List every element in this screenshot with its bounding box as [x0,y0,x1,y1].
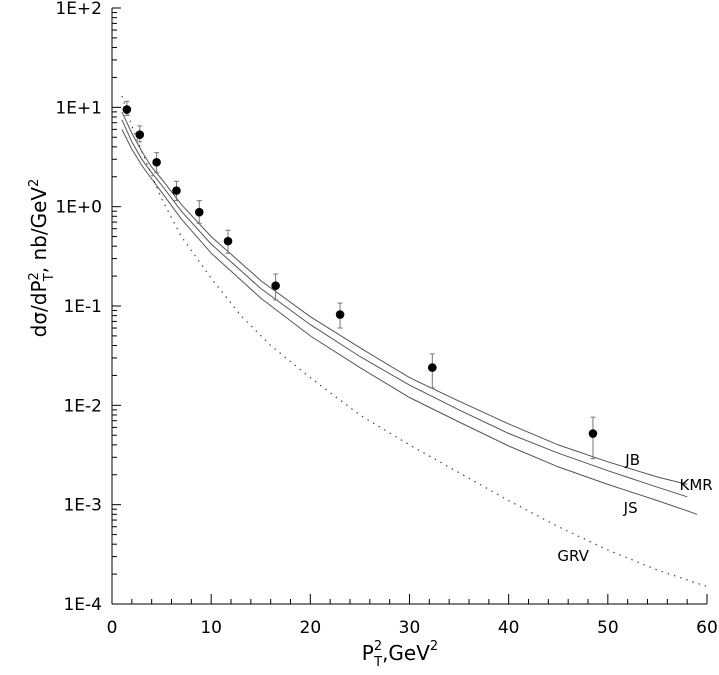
series-grv-line [121,95,708,588]
data-point [194,207,204,217]
curve-label-grv: GRV [557,547,589,565]
data-point [152,157,161,167]
data-point [135,130,145,140]
x-tick-label: 20 [300,618,322,638]
y-axis-title: dσ/dP2T, nb/GeV2 [27,179,57,338]
data-point [122,105,132,114]
x-tick-label: 0 [107,618,118,638]
series-kmr-line [121,119,688,498]
y-tick-label: 1E-3 [63,496,102,516]
y-tick-label: 1E+0 [55,198,102,218]
y-tick-label: 1E+2 [55,0,102,19]
curve-label-kmr: KMR [679,476,712,494]
curve-labels: JB KMR JS GRV [557,451,712,565]
y-tick-label: 1E-1 [63,297,102,317]
data-point [588,429,598,438]
data-point [172,186,181,195]
x-tick-label: 30 [399,618,421,638]
curves [121,95,708,588]
y-tick-label: 1E-2 [63,396,102,416]
data-points [122,100,598,460]
data-point [271,281,280,291]
series-jb-line [121,111,688,485]
y-tick-label: 1E-4 [63,595,102,615]
axes: 1E-4 1E-3 1E-2 1E-1 1E+0 1E+1 1E+2 0 10 20 30 40 50 6… [55,0,717,638]
x-tick-label: 50 [597,618,619,638]
data-point [428,363,437,372]
x-axis-title: P2 T,GeV2 [362,639,438,670]
x-tick-label: 40 [498,618,520,638]
series-js-line [121,129,698,515]
y-tick-label: 1E+1 [55,98,102,118]
curve-label-jb: JB [624,451,640,469]
x-tick-label: 10 [200,618,222,638]
x-tick-label: 60 [696,618,718,638]
data-point [223,236,233,246]
data-point [335,310,345,319]
curve-label-js: JS [623,499,638,517]
